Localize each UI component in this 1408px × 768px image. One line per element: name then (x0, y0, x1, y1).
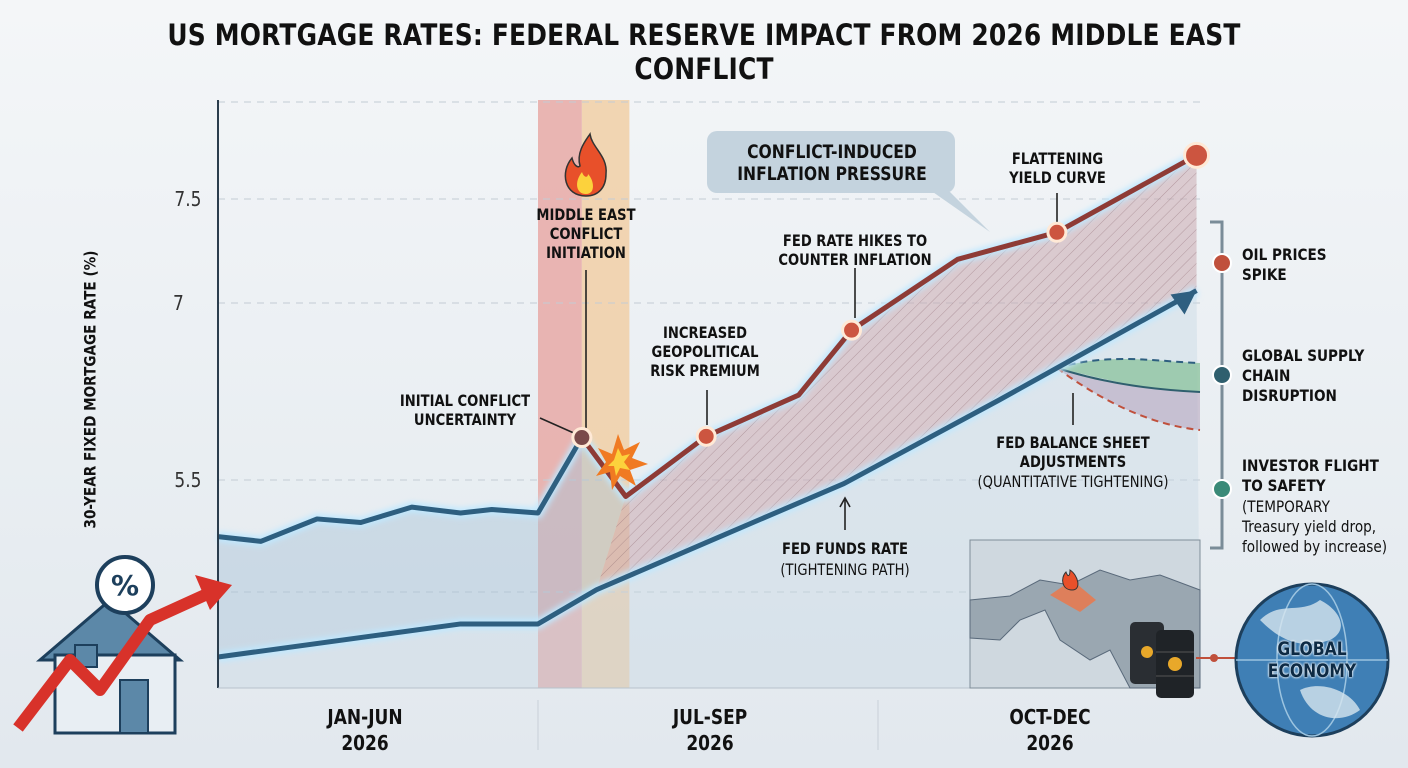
qt-lens (1056, 358, 1201, 431)
point-label: INITIAL CONFLICT UNCERTAINTY (399, 391, 531, 429)
side-factor-flight-to-safety-note: (TEMPORARY Treasury yield drop, followed… (1242, 497, 1388, 556)
side-factor-dot (1212, 479, 1232, 499)
y-tick-label: 7 (172, 291, 184, 315)
callout-tail (930, 190, 990, 232)
x-category-label: OCT-DEC 2026 (1009, 705, 1091, 755)
chart-title: US MORTGAGE RATES: FEDERAL RESERVE IMPAC… (167, 18, 1241, 86)
y-axis-label: 30-YEAR FIXED MORTGAGE RATE (%) (80, 250, 100, 529)
globe-label: GLOBAL ECONOMY (1267, 638, 1357, 682)
fed-funds-label: FED FUNDS RATE (781, 539, 909, 558)
fire-icon (564, 131, 607, 197)
inflation-pressure-label: CONFLICT-INDUCED INFLATION PRESSURE (737, 141, 927, 185)
x-category-label: JUL-SEP 2026 (672, 705, 748, 755)
trend-arrow-icon (13, 575, 232, 732)
conflict-period-band (538, 100, 582, 688)
point-label: INCREASED GEOPOLITICAL RISK PREMIUM (650, 323, 760, 380)
fed-funds-sublabel: (TIGHTENING PATH) (780, 560, 910, 579)
leader-lines (539, 193, 1074, 530)
point-label: FLATTENING YIELD CURVE (1009, 149, 1106, 187)
conflict-initiation-label: MIDDLE EAST CONFLICT INITIATION (536, 205, 636, 262)
fed-funds-line (217, 288, 1198, 660)
side-factor-dot (1212, 253, 1232, 273)
svg-text:%: % (111, 569, 139, 602)
balance-sheet-sublabel: (QUANTITATIVE TIGHTENING) (977, 472, 1169, 491)
x-category-label: JAN-JUN 2026 (327, 705, 403, 755)
mortgage-line-post-conflict (579, 153, 1198, 500)
side-factor-oil: OIL PRICES SPIKE (1242, 245, 1327, 284)
balance-sheet-label: FED BALANCE SHEET ADJUSTMENTS (996, 433, 1150, 471)
house-percent-icon: % (35, 555, 185, 735)
oil-barrel-icon (1130, 622, 1194, 698)
data-point-marker (841, 319, 863, 341)
data-point-marker (1046, 221, 1068, 243)
fed-funds-area (218, 290, 1200, 688)
explosion-icon (596, 434, 648, 490)
data-point-marker (571, 427, 593, 449)
side-factor-flight-to-safety: INVESTOR FLIGHT TO SAFETY (1242, 456, 1379, 495)
data-point-marker (695, 425, 717, 447)
y-tick-label: 7.5 (174, 187, 202, 211)
fed-funds-arrowhead (1170, 290, 1197, 315)
inflation-callout (707, 131, 955, 193)
side-factor-supply-chain: GLOBAL SUPPLY CHAIN DISRUPTION (1242, 346, 1365, 405)
spread-area (218, 437, 626, 657)
y-tick-label: 5.5 (174, 468, 202, 492)
mortgage-line-pre-conflict (217, 436, 585, 544)
point-label: FED RATE HIKES TO COUNTER INFLATION (778, 231, 932, 269)
globe-icon (1234, 582, 1390, 738)
data-point-marker (1183, 141, 1211, 169)
side-factor-dot (1212, 365, 1232, 385)
spread-area-hatched (596, 155, 1197, 590)
